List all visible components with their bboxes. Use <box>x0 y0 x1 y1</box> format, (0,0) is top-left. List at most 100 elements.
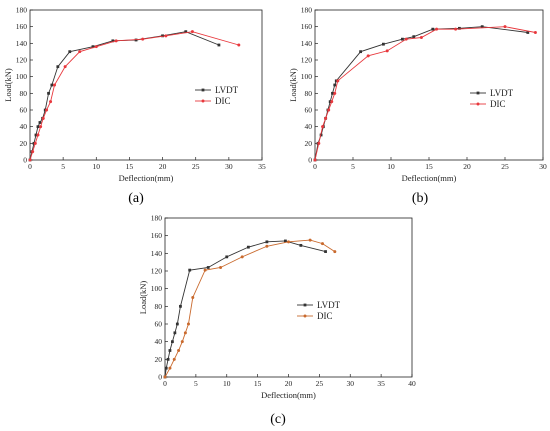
y-axis-label: Load(kN) <box>288 68 298 102</box>
data-point-lvdt <box>34 133 38 137</box>
data-point-dic <box>333 250 337 254</box>
data-point-dic <box>313 158 317 162</box>
data-point-lvdt <box>173 331 177 335</box>
data-point-dic <box>168 366 172 370</box>
plot-frame <box>29 9 263 161</box>
data-point-dic <box>265 244 269 248</box>
x-tick-label: 30 <box>347 379 355 388</box>
data-point-lvdt <box>50 83 54 87</box>
chart-panel-a: 0 5 10 15 20 25 30 35 0 20 40 60 80 100 120 140 160 180 De… <box>3 6 266 207</box>
y-tick-label: 60 <box>20 106 28 115</box>
data-point-dic <box>533 31 537 34</box>
data-point-dic <box>186 322 190 326</box>
y-tick-label: 80 <box>155 302 163 311</box>
data-point-dic <box>366 54 370 58</box>
y-tick-label: 80 <box>305 89 313 98</box>
y-axis-label: Load(kN) <box>138 281 148 315</box>
series-line-dic <box>164 239 336 378</box>
legend-label-lvdt: LVDT <box>215 85 239 95</box>
data-point-dic <box>219 265 223 269</box>
x-tick-label: 5 <box>194 379 198 388</box>
x-tick-label: 35 <box>377 379 385 388</box>
x-tick-label: 35 <box>258 162 266 171</box>
data-point-lvdt <box>333 83 337 87</box>
data-point-dic <box>503 25 507 29</box>
y-tick-label: 20 <box>305 139 313 148</box>
x-tick-label: 30 <box>225 162 233 171</box>
legend-marker <box>303 303 307 307</box>
x-tick-label: 25 <box>501 162 509 171</box>
plot-frame <box>314 9 544 161</box>
data-point-dic <box>33 141 37 145</box>
y-tick-label: 60 <box>155 320 163 329</box>
data-point-lvdt <box>206 266 210 269</box>
y-axis-label: Load(kN) <box>3 68 13 102</box>
panel-label: (b) <box>412 191 429 206</box>
data-point-dic <box>114 39 118 43</box>
y-tick-label: 20 <box>20 139 28 148</box>
legend-label-lvdt: LVDT <box>490 88 514 98</box>
data-point-lvdt <box>331 91 334 95</box>
data-point-lvdt <box>175 322 179 326</box>
x-tick-label: 5 <box>351 162 355 171</box>
legend-label-dic: DIC <box>215 96 231 106</box>
data-point-lvdt <box>171 340 174 344</box>
data-point-dic <box>45 108 49 112</box>
data-point-lvdt <box>382 42 385 46</box>
series-line-lvdt <box>164 240 326 378</box>
data-point-dic <box>31 150 35 154</box>
x-axis-label: Deflection(mm) <box>402 173 457 183</box>
data-point-lvdt <box>324 250 327 253</box>
chart-panel-b: 0 5 10 15 20 25 30 0 20 40 60 80 100 120 140 160 180 Defl… <box>288 6 547 207</box>
data-point-dic <box>327 108 331 112</box>
data-point-dic <box>191 296 195 299</box>
legend-label-dic: DIC <box>490 99 506 109</box>
data-point-lvdt <box>265 240 269 244</box>
data-point-lvdt <box>184 30 188 34</box>
data-point-dic <box>94 45 98 49</box>
data-point-dic <box>308 238 312 242</box>
y-tick-label: 100 <box>16 72 28 81</box>
data-point-dic <box>28 158 32 162</box>
data-point-lvdt <box>188 268 192 272</box>
data-point-dic <box>333 91 337 95</box>
data-point-dic <box>317 141 321 145</box>
data-point-lvdt <box>225 255 229 259</box>
y-tick-label: 160 <box>151 231 163 240</box>
x-tick-label: 20 <box>463 162 471 171</box>
legend-marker <box>476 102 480 106</box>
y-tick-label: 180 <box>16 6 28 15</box>
data-point-dic <box>190 30 194 34</box>
x-tick-label: 10 <box>93 162 101 171</box>
x-axis-label: Deflection(mm) <box>119 173 174 183</box>
y-tick-label: 80 <box>20 89 28 98</box>
data-point-dic <box>177 349 181 352</box>
y-tick-label: 40 <box>155 337 163 346</box>
data-point-dic <box>419 36 423 39</box>
legend-label-lvdt: LVDT <box>317 300 341 310</box>
chart-panel-c: 0 5 10 15 20 25 30 35 40 0 20 40 60 80 100 120 140 160 180… <box>138 214 416 428</box>
data-point-dic <box>36 133 40 137</box>
data-point-dic <box>240 255 244 259</box>
y-tick-label: 20 <box>155 355 163 364</box>
y-tick-label: 40 <box>20 122 28 131</box>
data-point-dic <box>180 340 184 344</box>
legend-marker <box>201 88 205 92</box>
data-point-lvdt <box>526 31 530 34</box>
y-tick-label: 180 <box>151 214 163 223</box>
series-line-lvdt <box>29 31 220 161</box>
data-point-dic <box>53 83 57 87</box>
data-point-lvdt <box>38 121 42 124</box>
data-point-dic <box>183 331 187 335</box>
x-tick-label: 15 <box>425 162 433 171</box>
x-tick-label: 5 <box>61 162 65 171</box>
x-axis-label: Deflection(mm) <box>261 390 316 400</box>
data-point-dic <box>237 43 241 47</box>
y-tick-label: 60 <box>305 106 313 115</box>
y-tick-label: 100 <box>301 72 313 81</box>
data-point-lvdt <box>56 65 60 69</box>
data-point-dic <box>163 375 167 379</box>
y-tick-label: 0 <box>308 156 312 165</box>
y-tick-label: 100 <box>151 284 163 293</box>
data-point-lvdt <box>299 243 303 247</box>
